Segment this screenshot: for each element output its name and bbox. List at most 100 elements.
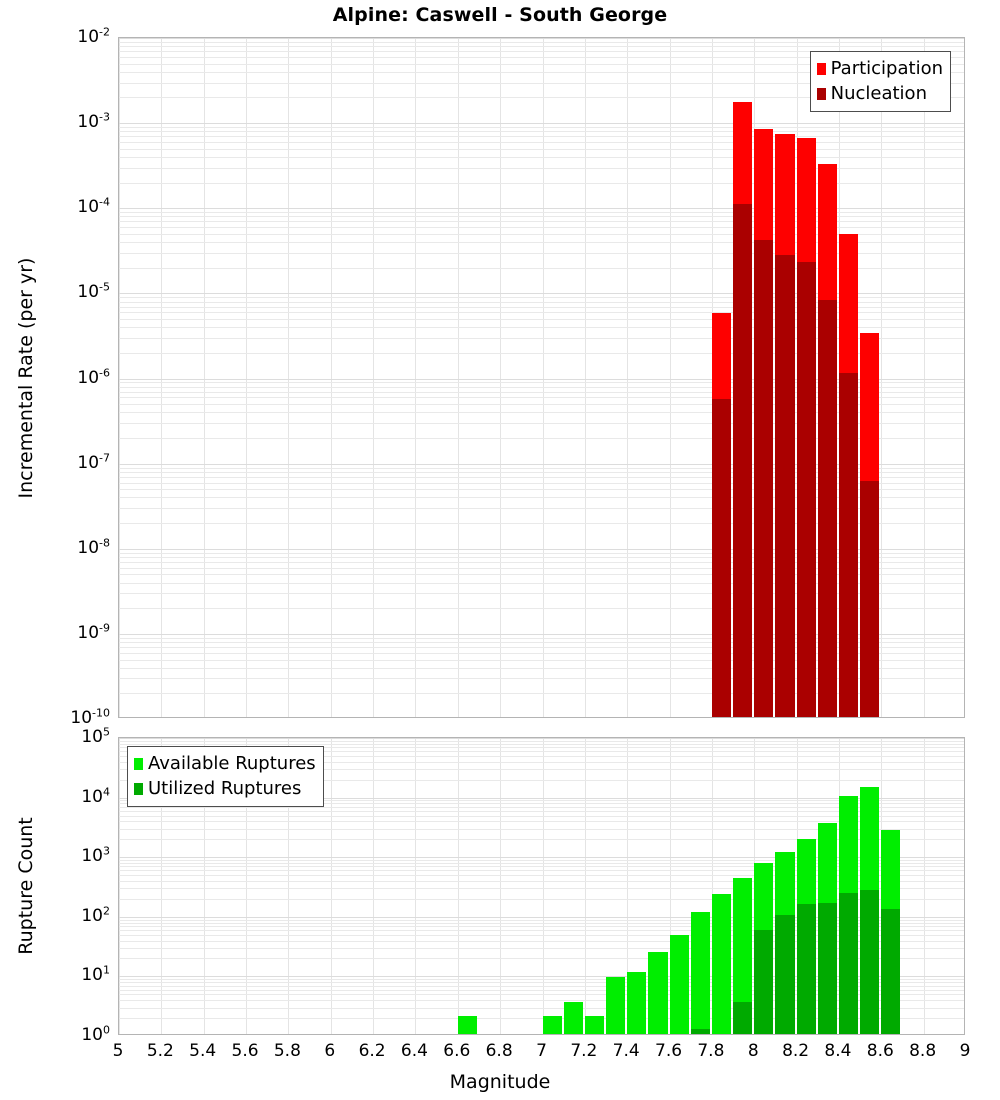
gridline	[119, 744, 964, 745]
gridline-vertical	[543, 38, 544, 717]
x-axis-ticks: 5 5.2 5.4 5.6 5.8 6 6.2 6.4 6.6 6.8 7 7.2 7.4 7.6 7.8 8…	[0, 1041, 1000, 1067]
x-axis-tick-label: 7.8	[697, 1041, 725, 1061]
y-axis-tick-label: 10-5	[77, 280, 110, 303]
gridline	[119, 253, 964, 254]
y-axis-tick-label: 10-4	[77, 195, 110, 218]
gridline	[119, 638, 964, 639]
y-axis-tick-label: 10-2	[77, 25, 110, 47]
bar	[733, 102, 752, 717]
gridline	[119, 762, 964, 763]
gridline-vertical	[627, 738, 628, 1034]
gridline	[119, 1000, 964, 1001]
gridline	[119, 693, 964, 694]
bar-segment	[818, 903, 837, 1034]
gridline	[119, 157, 964, 158]
bar-segment	[860, 481, 879, 717]
gridline	[119, 423, 964, 424]
gridline	[119, 568, 964, 569]
gridline	[119, 647, 964, 648]
gridline	[119, 583, 964, 584]
gridline	[119, 212, 964, 213]
gridline	[119, 829, 964, 830]
gridline	[119, 653, 964, 654]
gridline	[119, 751, 964, 752]
gridline	[119, 798, 964, 799]
bar	[818, 164, 837, 717]
x-axis-tick-label: 6.8	[485, 1041, 513, 1061]
gridline-vertical	[585, 738, 586, 1034]
gridline	[119, 930, 964, 931]
gridline	[119, 756, 964, 757]
x-axis-tick-label: 6.2	[358, 1041, 386, 1061]
gridline	[119, 319, 964, 320]
gridline	[119, 994, 964, 995]
top-legend: Participation Nucleation	[809, 51, 951, 112]
gridline	[119, 302, 964, 303]
gridline-vertical	[458, 38, 459, 717]
gridline	[119, 860, 964, 861]
y-axis-tick-label: 10-3	[77, 110, 110, 133]
bar-segment	[839, 373, 858, 717]
gridline	[119, 489, 964, 490]
gridline	[119, 866, 964, 867]
gridline	[119, 738, 964, 739]
gridline	[119, 483, 964, 484]
y-axis-tick-label: 10-9	[77, 621, 110, 643]
available-ruptures-swatch-icon	[134, 757, 143, 770]
gridline	[119, 353, 964, 354]
gridline	[119, 38, 964, 39]
y-axis-tick-label: 10-7	[77, 450, 110, 473]
bar-segment	[797, 904, 816, 1034]
legend-label-participation: Participation	[830, 57, 943, 79]
incremental-rate-chart: 10-2 10-3 10-4 10-5 10-6 10-7 10-8 10-9 10-10 Pa…	[70, 26, 965, 728]
gridline-vertical	[204, 738, 205, 1034]
bar	[818, 823, 837, 1034]
legend-item-utilized-ruptures: Utilized Ruptures	[134, 776, 316, 801]
x-axis-tick-label: 8.2	[782, 1041, 810, 1061]
bar	[881, 830, 900, 1034]
gridline	[119, 549, 964, 550]
bar	[733, 878, 752, 1034]
gridline	[119, 863, 964, 864]
legend-label-available-ruptures: Available Ruptures	[148, 752, 316, 774]
legend-label-utilized-ruptures: Utilized Ruptures	[148, 777, 302, 799]
y-axis-tick-label: 101	[81, 963, 110, 986]
gridline	[119, 668, 964, 669]
top-plot-area	[118, 37, 965, 718]
x-axis-tick-label: 7	[536, 1041, 547, 1061]
x-axis-tick-label: 6.4	[400, 1041, 428, 1061]
x-axis-tick-label: 8.4	[824, 1041, 852, 1061]
bar	[648, 952, 668, 1034]
gridline	[119, 923, 964, 924]
gridline	[119, 268, 964, 269]
gridline	[119, 608, 964, 609]
gridline	[119, 477, 964, 478]
gridline	[119, 803, 964, 804]
gridline	[119, 392, 964, 393]
x-axis-tick-label: 8.8	[909, 1041, 937, 1061]
gridline	[119, 293, 964, 294]
bar	[670, 935, 689, 1034]
bar-segment	[733, 204, 752, 717]
bar	[606, 977, 625, 1034]
y-axis-tick-label: 105	[81, 725, 110, 747]
y-axis-tick-label: 10-6	[77, 365, 110, 388]
gridline	[119, 227, 964, 228]
gridline	[119, 508, 964, 509]
bar-segment	[733, 1002, 752, 1034]
gridline-vertical	[119, 738, 120, 1034]
legend-item-participation: Participation	[816, 56, 943, 81]
x-axis-tick-label: 8	[747, 1041, 759, 1061]
gridline	[119, 168, 964, 169]
gridline-vertical	[627, 38, 628, 717]
gridline	[119, 297, 964, 298]
bar	[627, 972, 646, 1034]
gridline	[119, 1018, 964, 1019]
bar	[712, 894, 731, 1034]
top-bars	[119, 38, 964, 717]
gridline	[119, 468, 964, 469]
participation-swatch-icon	[816, 62, 826, 75]
bottom-legend: Available Ruptures Utilized Ruptures	[127, 746, 324, 807]
gridline-vertical	[458, 738, 459, 1034]
gridline	[119, 935, 964, 936]
